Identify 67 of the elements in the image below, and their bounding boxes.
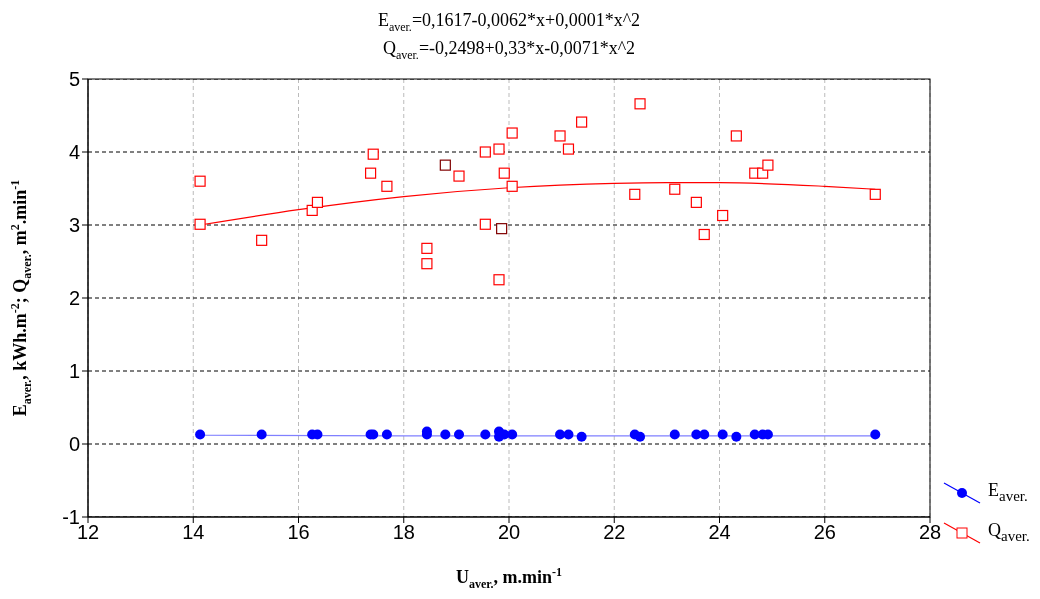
point — [506, 180, 518, 192]
x-tick-label: 20 — [497, 521, 521, 544]
point — [439, 159, 451, 171]
point — [493, 274, 505, 286]
y-tick-label: -1 — [62, 506, 80, 529]
point — [479, 146, 491, 158]
point — [256, 429, 267, 440]
chart-subtitle: Q$_{aver.}$=-0,2498+0,33*x-0,0071*x^2 — [382, 38, 636, 62]
point — [421, 242, 433, 254]
point — [669, 429, 680, 440]
y-tick-label: 5 — [68, 68, 80, 91]
point — [576, 431, 587, 442]
point — [635, 431, 646, 442]
y-tick-label: 4 — [68, 141, 80, 164]
point — [493, 143, 505, 155]
y-tick-label: 2 — [68, 287, 80, 310]
point — [507, 429, 518, 440]
point — [562, 143, 575, 155]
x-tick-label: 14 — [182, 521, 205, 544]
point — [453, 170, 465, 182]
point — [479, 218, 491, 230]
point — [698, 228, 710, 241]
point — [563, 429, 574, 440]
y-tick-label: 1 — [68, 360, 80, 383]
point — [690, 196, 702, 208]
legend-label: E$_{aver.}$ — [988, 479, 1028, 505]
point — [555, 429, 566, 440]
point — [554, 130, 566, 142]
point — [576, 116, 588, 128]
point — [311, 196, 324, 208]
point — [634, 98, 646, 110]
point — [731, 431, 742, 442]
point — [454, 429, 465, 440]
point — [730, 130, 742, 142]
point — [421, 258, 433, 270]
y-tick-label: 0 — [68, 433, 80, 456]
point — [381, 429, 392, 440]
point — [669, 183, 681, 195]
x-tick-label: 16 — [287, 521, 310, 544]
point — [256, 234, 268, 246]
point — [506, 127, 518, 139]
point — [498, 167, 510, 179]
chart-title: E$_{aver.}$=0,1617-0,0062*x+0,0001*x^2 — [377, 10, 641, 34]
point — [194, 218, 206, 230]
point — [381, 180, 393, 192]
point — [717, 209, 729, 222]
point — [629, 188, 641, 200]
y-tick-label: 3 — [68, 214, 80, 237]
point — [717, 429, 728, 440]
point — [496, 223, 508, 235]
point — [699, 429, 710, 440]
point — [440, 429, 451, 440]
x-tick-label: 24 — [708, 521, 731, 544]
point — [367, 148, 379, 160]
x-tick-label: 18 — [392, 521, 415, 544]
legend-label: Q$_{aver.}$ — [988, 519, 1030, 545]
point — [195, 429, 206, 440]
point — [365, 167, 377, 179]
x-tick-label: 28 — [918, 521, 942, 544]
point — [762, 159, 774, 171]
point — [870, 429, 881, 440]
x-tick-label: 26 — [813, 521, 836, 544]
x-axis-title: U$_{aver.}$, m.min$^{-1}$ — [455, 564, 563, 591]
point — [869, 188, 881, 200]
point — [480, 429, 491, 440]
point — [194, 175, 206, 187]
x-tick-label: 22 — [603, 521, 626, 544]
